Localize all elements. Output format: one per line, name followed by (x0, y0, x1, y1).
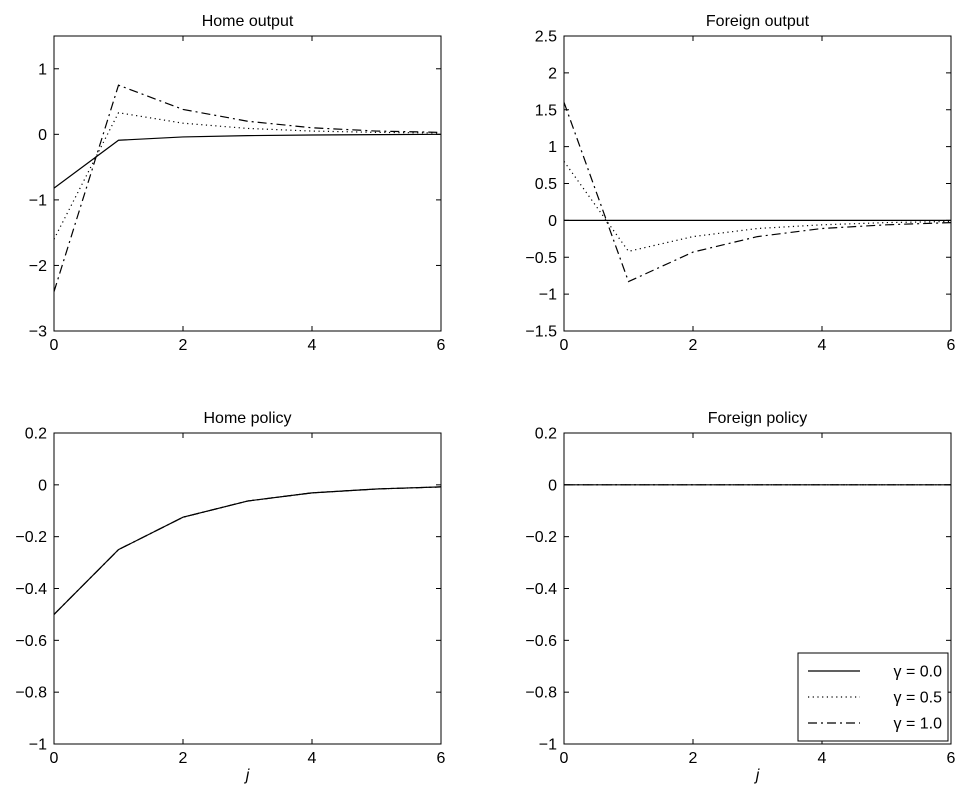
x-axis-label: j (244, 767, 250, 784)
subplot-title: Foreign output (706, 13, 810, 30)
y-tick-label: −0.8 (15, 685, 47, 702)
subplot-title: Home policy (203, 410, 291, 427)
y-tick-label: 0 (548, 477, 557, 494)
y-tick-label: −0.8 (525, 685, 557, 702)
y-tick-label: −1 (539, 287, 557, 304)
y-tick-label: −0.2 (15, 529, 47, 546)
y-tick-label: −0.4 (525, 581, 557, 598)
y-tick-label: 0.5 (535, 176, 557, 193)
y-tick-label: −1 (539, 737, 557, 754)
x-tick-label: 2 (689, 337, 698, 354)
y-tick-label: 0 (548, 213, 557, 230)
legend: γ = 0.0 γ = 0.5 γ = 1.0 (797, 652, 949, 742)
x-tick-label: 6 (437, 337, 446, 354)
series-line-dashdot (54, 486, 441, 615)
x-tick-label: 4 (308, 337, 317, 354)
subplot-4: 0 2 4 6 −1 −0.8 −0.6 −0.4 −0.2 0 0.2 Foreign policy… (525, 410, 955, 784)
x-tick-label: 0 (50, 337, 59, 354)
y-tick-label: −3 (29, 324, 47, 341)
series-line-dotted (564, 161, 951, 253)
x-tick-label: 0 (50, 750, 59, 767)
y-tick-label: 2 (548, 65, 557, 82)
x-tick-label: 0 (560, 750, 569, 767)
y-tick-label: 0 (38, 127, 47, 144)
axes-frame (53, 35, 442, 332)
series-line-dashdot (54, 84, 441, 292)
y-tick-label: −0.5 (525, 250, 557, 267)
subplot-3: 0 2 4 6 −1 −0.8 −0.6 −0.4 −0.2 0 0.2 Home policy j (15, 410, 445, 784)
y-tick-label: 2.5 (535, 29, 557, 46)
y-tick-label: 1.5 (535, 102, 557, 119)
y-tick-label: −1 (29, 737, 47, 754)
y-tick-label: 1 (548, 139, 557, 156)
y-tick-label: −1.5 (525, 324, 557, 341)
subplot-title: Foreign policy (708, 410, 808, 427)
y-tick-label: −0.6 (15, 633, 47, 650)
series-line-dotted (54, 112, 441, 240)
series-line-solid (54, 133, 441, 189)
y-tick-label: −2 (29, 258, 47, 275)
series-line-dashdot (564, 102, 951, 283)
x-tick-label: 2 (179, 337, 188, 354)
series-line-solid (54, 486, 441, 615)
x-tick-label: 4 (818, 337, 827, 354)
axes-frame (53, 432, 442, 745)
x-tick-label: 4 (308, 750, 317, 767)
x-tick-label: 6 (947, 337, 956, 354)
x-tick-label: 0 (560, 337, 569, 354)
y-tick-label: 0 (38, 477, 47, 494)
y-tick-label: −0.6 (525, 633, 557, 650)
x-tick-label: 2 (179, 750, 188, 767)
y-tick-label: −0.2 (525, 529, 557, 546)
subplot-2: 0 2 4 6 −1.5 −1 −0.5 0 0.5 1 1.5 2 2.5 Foreign output (525, 13, 955, 354)
legend-label: γ = 0.5 (894, 690, 943, 707)
legend-label: γ = 1.0 (894, 716, 943, 733)
subplot-1: 0 2 4 6 −3 −2 −1 0 1 Home output (29, 13, 446, 354)
x-tick-label: 2 (689, 750, 698, 767)
legend-label: γ = 0.0 (894, 664, 943, 681)
y-tick-label: 0.2 (535, 426, 557, 443)
axes-frame (563, 35, 952, 332)
subplot-title: Home output (202, 13, 294, 30)
y-tick-label: −0.4 (15, 581, 47, 598)
x-tick-label: 6 (947, 750, 956, 767)
x-tick-label: 6 (437, 750, 446, 767)
y-tick-label: 0.2 (25, 426, 47, 443)
x-tick-label: 4 (818, 750, 827, 767)
y-tick-label: −1 (29, 192, 47, 209)
y-tick-label: 1 (38, 61, 47, 78)
series-line-dotted (54, 486, 441, 615)
x-axis-label: j (754, 767, 760, 784)
